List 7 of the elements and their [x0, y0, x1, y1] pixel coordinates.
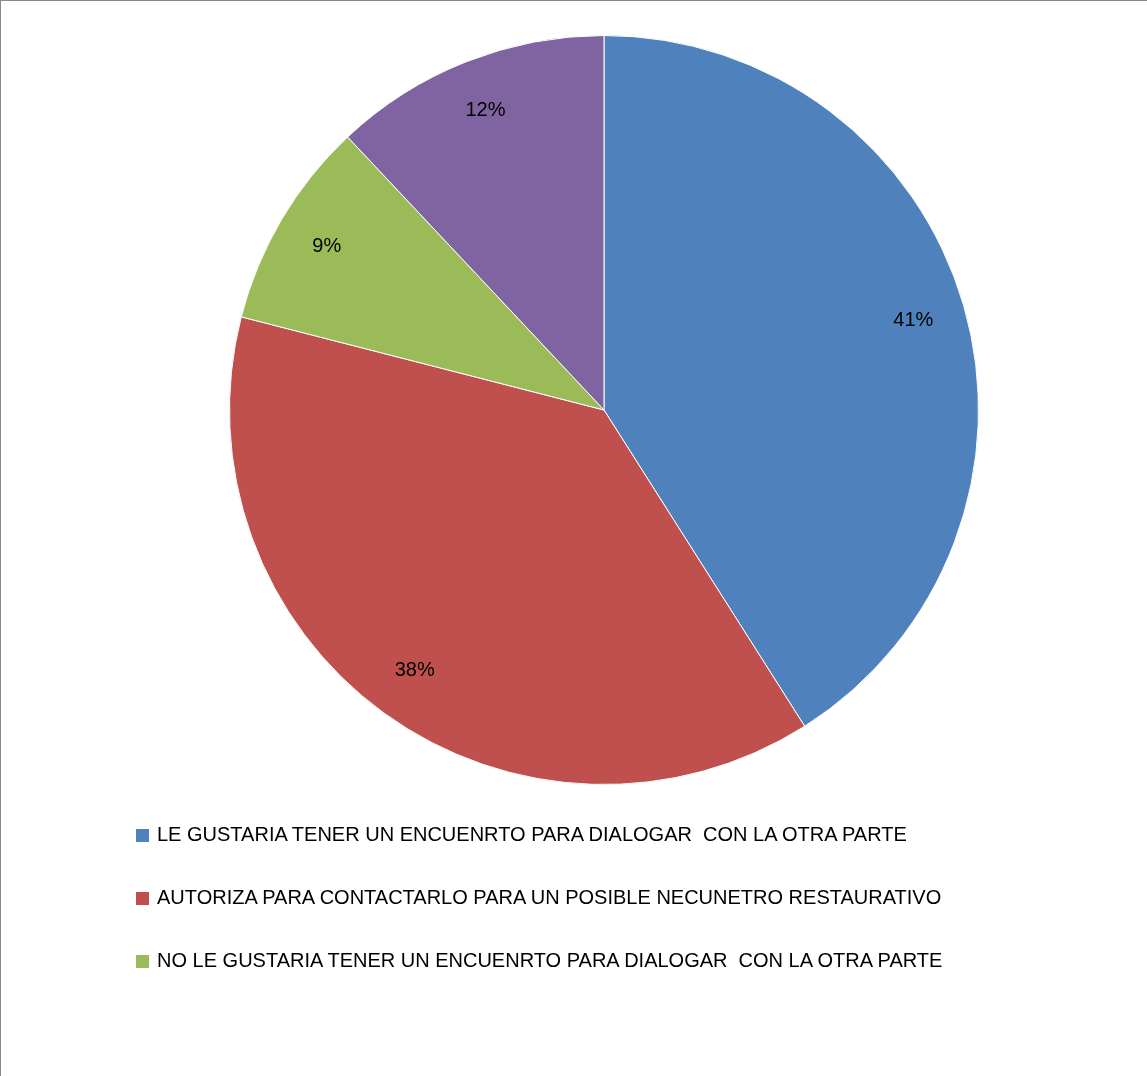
- legend-label: LE GUSTARIA TENER UN ENCUENRTO PARA DIALOGAR CON LA OTRA PARTE: [157, 823, 907, 846]
- legend-label: NO LE GUSTARIA TENER UN ENCUENRTO PARA DIALOGAR CON LA OTRA PARTE: [157, 949, 943, 972]
- data-label: 12%: [465, 98, 506, 121]
- data-label: 38%: [394, 658, 435, 681]
- data-label: 9%: [312, 233, 342, 256]
- data-label: 41%: [893, 307, 934, 330]
- legend-label: AUTORIZA PARA CONTACTARLO PARA UN POSIBLE NECUNETRO RESTAURATIVO: [157, 886, 942, 909]
